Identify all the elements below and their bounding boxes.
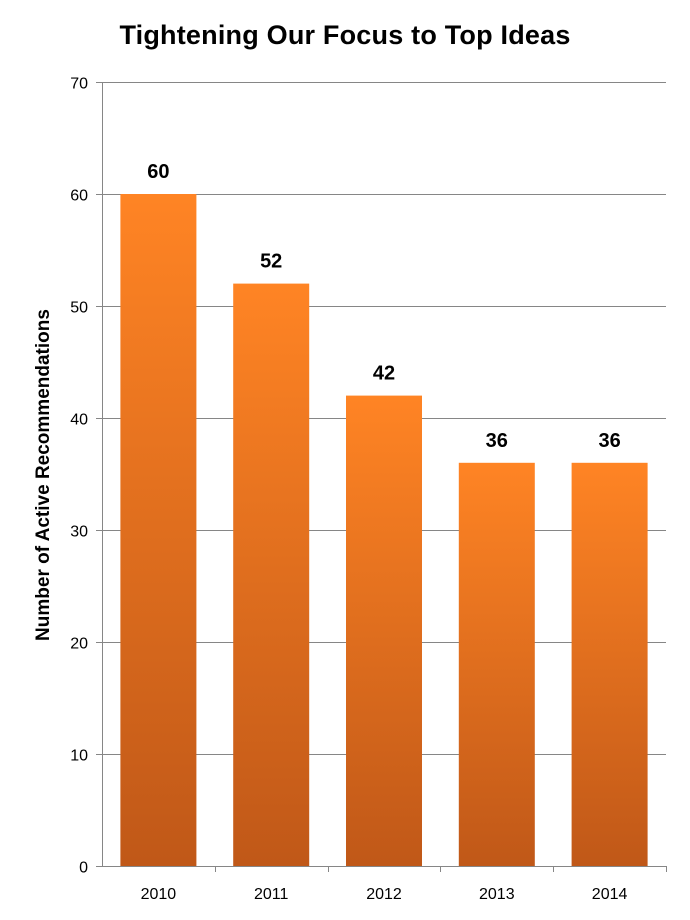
bars	[120, 194, 648, 867]
y-tick-label: 60	[70, 188, 88, 205]
y-tick-label: 30	[70, 524, 88, 541]
y-tick-label: 0	[79, 860, 88, 877]
y-tick-label: 50	[70, 300, 88, 317]
data-label-2012: 42	[373, 363, 395, 385]
y-tick-label: 10	[70, 748, 88, 765]
x-tick-label: 2011	[254, 886, 289, 903]
bar-2014	[571, 462, 648, 866]
x-tick-label: 2014	[592, 886, 628, 903]
axes	[96, 82, 667, 872]
bar-2011	[233, 283, 310, 867]
x-tick-label: 2010	[141, 886, 177, 903]
data-label-2011: 52	[260, 251, 282, 273]
x-tick-label: 2013	[479, 886, 515, 903]
labels: 0 10 20 30 40 50 60 70 60 2010 52 2011 42 2012 36 2013 3…	[70, 76, 627, 904]
bar-2012	[346, 395, 422, 866]
data-label-2014: 36	[598, 430, 620, 452]
bar-2010	[120, 194, 197, 866]
bar-2013	[458, 462, 535, 866]
y-tick-label: 40	[70, 412, 88, 429]
data-label-2010: 60	[147, 161, 169, 183]
x-tick-label: 2012	[366, 886, 402, 903]
chart-title: Tightening Our Focus to Top Ideas	[119, 20, 571, 50]
data-label-2013: 36	[486, 430, 508, 452]
y-tick-label: 70	[70, 76, 88, 93]
y-tick-label: 20	[70, 636, 88, 653]
